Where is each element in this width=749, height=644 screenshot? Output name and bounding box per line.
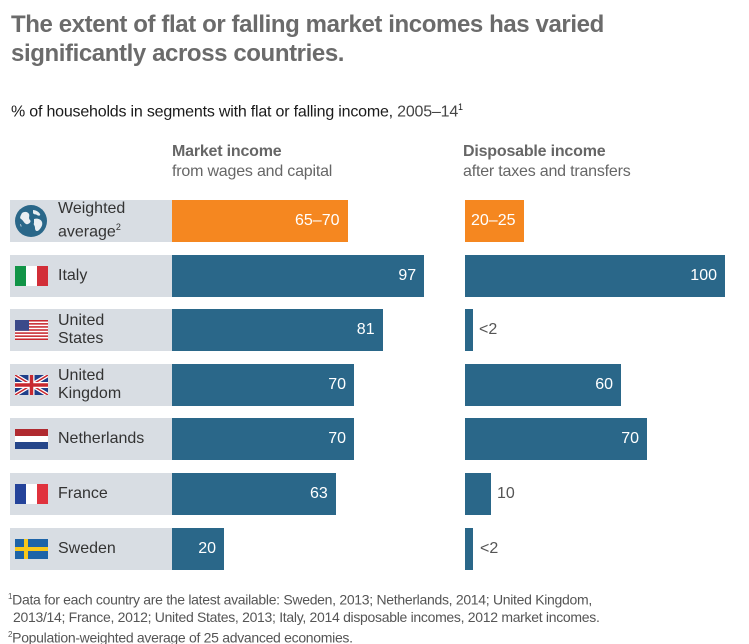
flag-nl-icon xyxy=(15,429,48,450)
flag-uk-icon xyxy=(13,373,50,397)
subtitle-years: 2005–14 xyxy=(397,103,459,121)
subtitle-note: 1 xyxy=(458,102,463,112)
market-bar xyxy=(172,254,425,297)
footnotes: 1Data for each country are the latest av… xyxy=(8,588,600,644)
row-label-line1: United xyxy=(58,366,105,384)
market-value-label: 70 xyxy=(328,375,346,393)
disposable-value-label: 60 xyxy=(595,375,613,393)
category-label: Sweden xyxy=(58,528,116,570)
flag-se-icon xyxy=(15,538,48,559)
row-label-line1: Weighted xyxy=(58,200,126,218)
market-sub: from wages and capital xyxy=(172,163,333,180)
row-label-line1: United xyxy=(58,312,105,330)
market-value-label: 65–70 xyxy=(295,212,340,229)
chart-row: Sweden 20 <2 xyxy=(0,527,749,570)
chart-subtitle: % of households in segments with flat or… xyxy=(11,102,463,121)
row-label: Weighted average2 xyxy=(10,200,172,242)
disposable-value-label: 70 xyxy=(621,430,639,448)
disposable-sub: after taxes and transfers xyxy=(463,163,631,180)
chart-row: United States 81 <2 xyxy=(0,309,749,352)
disposable-bar xyxy=(465,254,725,297)
market-bar xyxy=(172,200,348,242)
category-label: United States xyxy=(58,309,104,351)
globe-icon xyxy=(14,204,48,238)
market-value-label: 81 xyxy=(356,321,375,339)
chart-row: Italy 97 100 xyxy=(0,254,749,297)
category-label: Weighted average2 xyxy=(58,200,125,242)
disposable-income-header: Disposable income after taxes and transf… xyxy=(463,142,631,182)
market-income-header: Market income from wages and capital xyxy=(172,142,332,182)
disposable-bar xyxy=(465,473,491,515)
category-label: Netherlands xyxy=(58,418,144,460)
footnote-1-cont: 2013/14; France, 2012; United States, 20… xyxy=(13,608,600,625)
category-label: Italy xyxy=(58,255,87,297)
row-label-line1: France xyxy=(58,485,108,502)
chart-title: The extent of flat or falling market inc… xyxy=(11,11,604,67)
chart-row: Weighted average2 65–70 20–25 xyxy=(0,200,749,242)
row-label-line2: States xyxy=(58,330,104,348)
row-label-line1: Italy xyxy=(58,266,88,284)
chart-row: Netherlands 70 70 xyxy=(0,418,749,461)
disposable-bar xyxy=(465,200,524,242)
disposable-value-label: 20–25 xyxy=(471,212,516,229)
row-label: Netherlands xyxy=(10,418,172,461)
flag-it-icon xyxy=(15,265,48,286)
market-title: Market income xyxy=(172,143,282,160)
row-label: France xyxy=(10,473,172,515)
subtitle-text: % of households in segments with flat or… xyxy=(11,103,393,121)
row-label-line2: average xyxy=(58,223,116,241)
row-label: Sweden xyxy=(10,527,172,570)
chart-row: United Kingdom 70 60 xyxy=(0,363,749,406)
category-label: France xyxy=(58,473,108,515)
disposable-value-label: 100 xyxy=(690,266,717,284)
market-value-label: 70 xyxy=(328,430,346,448)
category-label: United Kingdom xyxy=(58,364,121,406)
market-bar xyxy=(172,363,354,406)
footnote-2: 2Population-weighted average of 25 advan… xyxy=(8,629,353,644)
market-bar xyxy=(172,527,224,570)
disposable-value-label: <2 xyxy=(480,539,499,557)
row-label: United Kingdom xyxy=(10,363,172,406)
market-value-label: 97 xyxy=(398,266,417,284)
market-value-label: 63 xyxy=(310,485,328,502)
disposable-value-label: <2 xyxy=(479,321,498,339)
market-bar xyxy=(172,418,354,461)
flag-us-icon xyxy=(15,320,48,341)
disposable-title: Disposable income xyxy=(463,143,606,160)
disposable-bar xyxy=(465,363,621,406)
flag-fr-icon xyxy=(15,484,48,504)
market-value-label: 20 xyxy=(198,539,216,557)
chart-row: France 63 10 xyxy=(0,473,749,515)
disposable-bar xyxy=(465,527,473,570)
row-label-note: 2 xyxy=(115,222,121,233)
row-label-line1: Sweden xyxy=(58,539,116,557)
row-label: Italy xyxy=(10,254,172,297)
row-label: United States xyxy=(10,309,172,352)
disposable-bar xyxy=(465,418,647,461)
disposable-bar xyxy=(465,309,473,352)
market-bar xyxy=(172,473,336,515)
row-label-line1: Netherlands xyxy=(58,430,145,448)
market-bar xyxy=(172,309,383,352)
row-label-line2: Kingdom xyxy=(58,384,122,402)
footnote-1: 1Data for each country are the latest av… xyxy=(8,591,592,608)
disposable-value-label: 10 xyxy=(497,485,515,502)
